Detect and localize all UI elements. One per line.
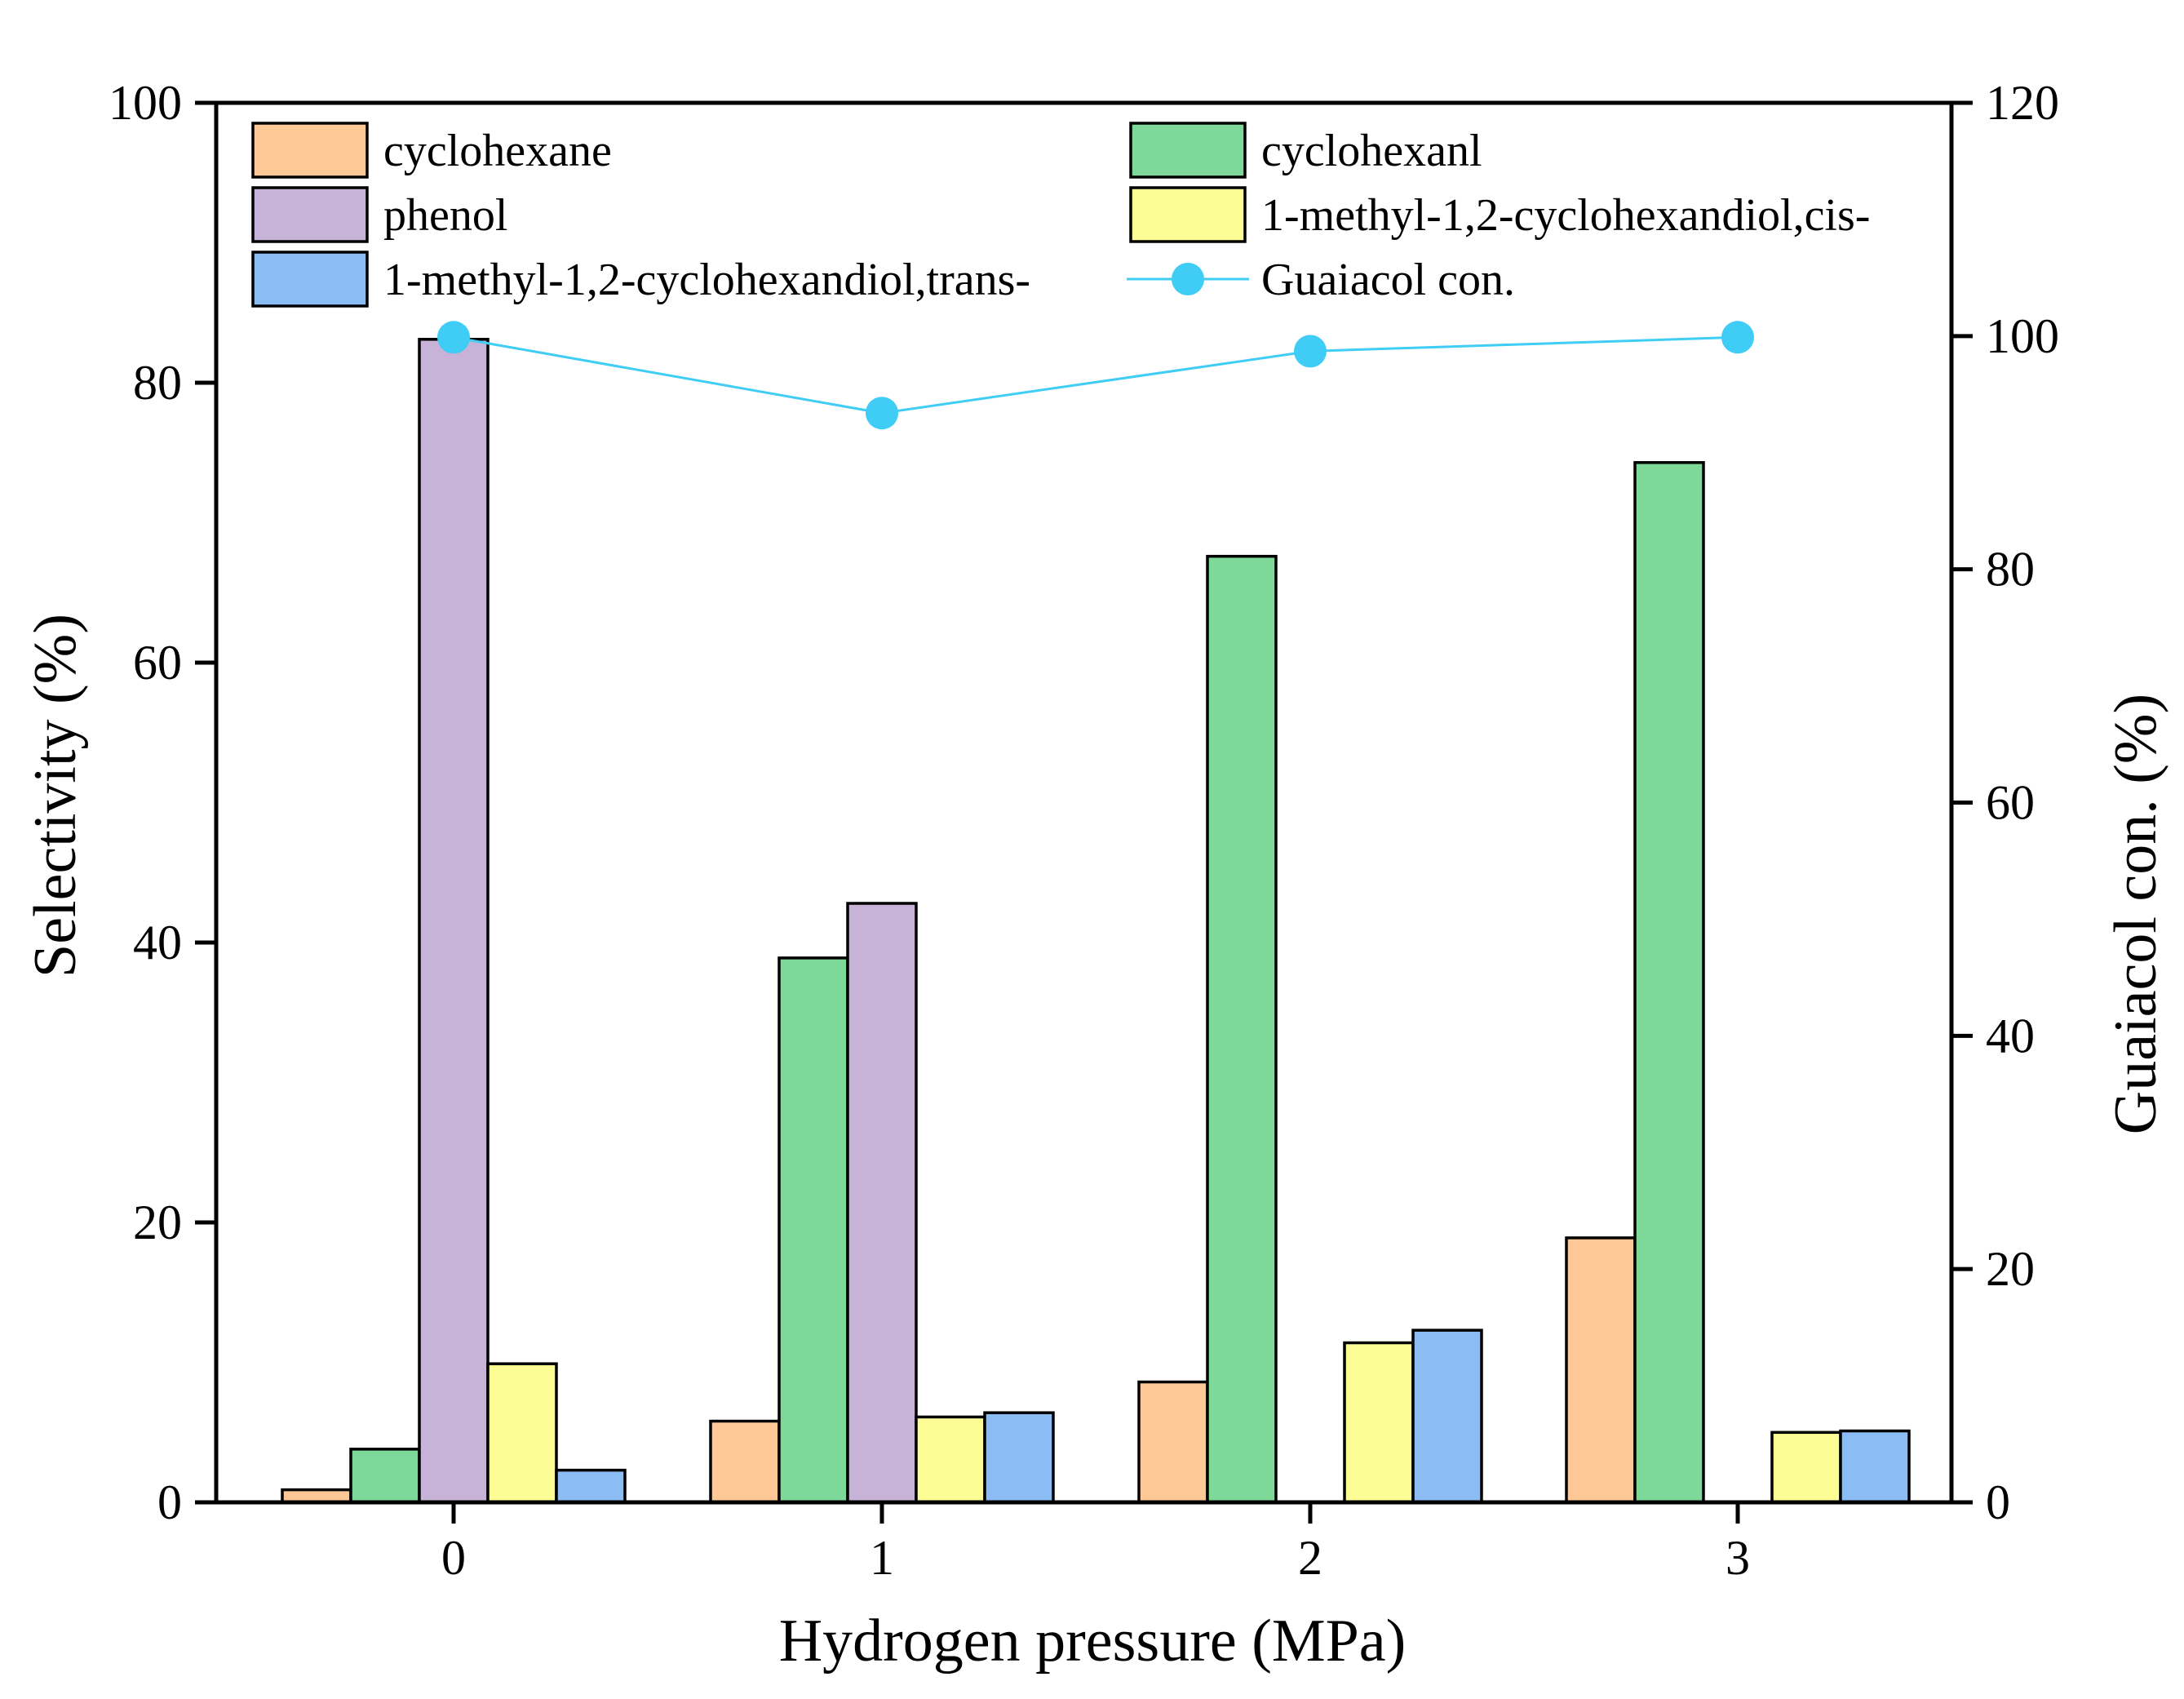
- bar-1-methyl-1-2-cyclohexandiol-trans--2: [1411, 1329, 1483, 1504]
- x-tick-label: 1: [870, 1531, 894, 1585]
- bar-1-methyl-1-2-cyclohexandiol-cis--0: [486, 1362, 558, 1504]
- y-axis-title: Selectivity (%): [22, 614, 89, 978]
- bar-cyclohexanl-2: [1206, 554, 1278, 1504]
- y-tick-label: 80: [133, 356, 182, 410]
- bar-cyclohexane-1: [709, 1419, 781, 1504]
- legend-label: cyclohexane: [383, 126, 612, 176]
- bar-cyclohexane-3: [1565, 1236, 1637, 1504]
- legend-swatch: [1129, 122, 1247, 179]
- legend-swatch: [251, 251, 369, 308]
- bar-phenol-1: [846, 902, 918, 1504]
- y-tick-label: 60: [133, 636, 182, 690]
- y2-tick-label: 80: [1986, 543, 2035, 597]
- y2-tick-label: 0: [1986, 1475, 2010, 1529]
- legend-swatch: [1129, 186, 1247, 243]
- y2-tick-label: 40: [1986, 1009, 2035, 1062]
- legend-label: 1-methyl-1,2-cyclohexandiol,trans-: [383, 255, 1030, 305]
- bar-cyclohexane-2: [1137, 1380, 1209, 1504]
- legend-label: phenol: [383, 190, 507, 241]
- y-tick-label: 0: [157, 1475, 182, 1529]
- legend-item: Guaiacol con.: [1127, 255, 1515, 305]
- legend-label: cyclohexanl: [1261, 126, 1482, 176]
- plot-area: 0 20 40 60 80 100 0 20 40 60 80 100 120 0 1 2 3 cyclohexa…: [109, 76, 2059, 1585]
- y2-tick-label: 100: [1986, 309, 2059, 363]
- legend-item: cyclohexanl: [1129, 122, 1482, 179]
- legend-marker: [1172, 263, 1204, 295]
- point-guaiacol-conversion-0: [437, 321, 470, 354]
- legend-swatch: [251, 186, 369, 243]
- bar-cyclohexanl-1: [777, 956, 849, 1504]
- x-tick-label: 0: [441, 1531, 466, 1585]
- y2-tick-label: 20: [1986, 1242, 2035, 1296]
- y2-axis-title: Guaiacol con. (%): [2102, 694, 2169, 1134]
- legend-item: phenol: [251, 186, 507, 243]
- bar-1-methyl-1-2-cyclohexandiol-cis--1: [915, 1415, 986, 1504]
- bar-1-methyl-1-2-cyclohexandiol-cis--3: [1770, 1431, 1842, 1504]
- legend-swatch: [251, 122, 369, 179]
- y-tick-label: 20: [133, 1196, 182, 1249]
- y-tick-label: 40: [133, 916, 182, 969]
- bar-cyclohexanl-3: [1633, 461, 1705, 1504]
- bar-1-methyl-1-2-cyclohexandiol-trans--3: [1839, 1429, 1911, 1504]
- legend-label: 1-methyl-1,2-cyclohexandiol,cis-: [1261, 190, 1870, 241]
- point-guaiacol-conversion-1: [866, 397, 898, 430]
- legend-item: 1-methyl-1,2-cyclohexandiol,trans-: [251, 251, 1030, 308]
- bar-phenol-0: [418, 338, 490, 1504]
- point-guaiacol-conversion-3: [1721, 321, 1754, 354]
- y-tick-label: 100: [109, 76, 182, 130]
- point-guaiacol-conversion-2: [1294, 335, 1327, 368]
- bar-1-methyl-1-2-cyclohexandiol-trans--1: [983, 1411, 1055, 1504]
- x-axis-title: Hydrogen pressure (MPa): [779, 1608, 1407, 1675]
- y2-tick-label: 60: [1986, 776, 2035, 830]
- x-tick-label: 3: [1725, 1531, 1750, 1585]
- legend-item: cyclohexane: [251, 122, 612, 179]
- bar-1-methyl-1-2-cyclohexandiol-trans--0: [555, 1468, 627, 1504]
- legend-label: Guaiacol con.: [1261, 255, 1515, 305]
- x-tick-label: 2: [1298, 1531, 1322, 1585]
- bar-cyclohexanl-0: [349, 1448, 421, 1504]
- bar-1-methyl-1-2-cyclohexandiol-cis--2: [1343, 1341, 1415, 1504]
- line-guaiacol-conversion: [453, 335, 1739, 415]
- legend-item: 1-methyl-1,2-cyclohexandiol,cis-: [1129, 186, 1870, 243]
- y2-tick-label: 120: [1986, 76, 2059, 130]
